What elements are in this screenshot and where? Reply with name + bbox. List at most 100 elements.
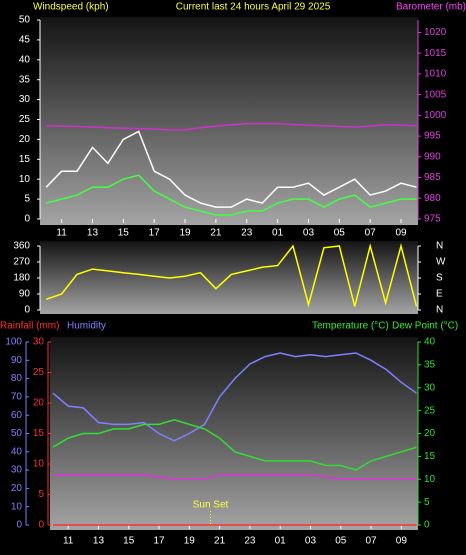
- legend-dew-point: Dew Point (°C): [392, 321, 458, 332]
- y-tick-label: 10: [11, 501, 23, 512]
- x-tick-label: 11: [56, 228, 67, 239]
- legend-humidity: Humidity: [67, 321, 106, 332]
- x-tick-label: 23: [244, 536, 256, 547]
- y-tick-label: 180: [13, 273, 30, 284]
- x-tick-label: 11: [63, 536, 74, 547]
- x-tick-label: 05: [335, 536, 347, 547]
- y-tick-label: 20: [33, 398, 45, 409]
- x-tick-label: 01: [275, 536, 287, 547]
- y-tick-label: 20: [11, 483, 23, 494]
- y-tick-label: N: [436, 241, 443, 252]
- y-tick-label: 980: [424, 193, 441, 204]
- y-tick-label: 975: [424, 214, 441, 225]
- y-tick-label: W: [436, 257, 446, 268]
- legend-temperature: Temperature (°C): [312, 321, 389, 332]
- y-tick-label: 5: [24, 194, 30, 205]
- annotation: Sun Set: [193, 500, 229, 511]
- y-tick-label: 80: [11, 373, 23, 384]
- y-tick-label: S: [436, 273, 443, 284]
- y-tick-label: 990: [424, 151, 441, 162]
- y2-label: Barometer (mb): [396, 2, 466, 13]
- y-label: Windspeed (kph): [33, 2, 109, 13]
- y-tick-label: 40: [11, 446, 23, 457]
- y-tick-label: E: [436, 289, 443, 300]
- x-tick-label: 17: [149, 228, 161, 239]
- y-tick-label: 20: [19, 134, 31, 145]
- y-tick-label: 0: [24, 305, 30, 316]
- y-tick-label: 10: [424, 474, 436, 485]
- y-tick-label: 35: [424, 360, 436, 371]
- series-line: [46, 122, 417, 131]
- y-tick-label: 30: [11, 465, 23, 476]
- y-tick-label: 0: [16, 520, 22, 531]
- x-tick-label: 21: [214, 536, 226, 547]
- x-tick-label: 23: [241, 228, 253, 239]
- y-tick-label: 995: [424, 131, 441, 142]
- y-tick-label: 15: [19, 154, 31, 165]
- legend-rainfall: Rainfall (mm): [0, 321, 59, 332]
- y-tick-label: 1020: [424, 27, 447, 38]
- x-tick-label: 03: [305, 536, 317, 547]
- y-tick-label: 15: [424, 451, 436, 462]
- x-tick-label: 15: [123, 536, 135, 547]
- x-tick-label: 09: [395, 228, 407, 239]
- x-tick-label: 07: [365, 536, 377, 547]
- y-tick-label: 0: [38, 520, 44, 531]
- y-tick-label: 5: [38, 489, 44, 500]
- x-tick-label: 07: [365, 228, 377, 239]
- y-tick-label: 10: [33, 459, 45, 470]
- y-tick-label: 985: [424, 172, 441, 183]
- y-tick-label: 0: [424, 520, 430, 531]
- y-tick-label: 45: [19, 35, 31, 46]
- x-tick-label: 05: [334, 228, 346, 239]
- y-tick-label: 40: [424, 337, 436, 348]
- x-tick-label: 09: [396, 536, 408, 547]
- y-tick-label: 1015: [424, 48, 447, 59]
- y-tick-label: 270: [13, 257, 30, 268]
- y-tick-label: 0: [24, 214, 30, 225]
- series-line: [45, 243, 418, 308]
- series-line: [46, 174, 417, 216]
- y-tick-label: 20: [424, 428, 436, 439]
- y-tick-label: 35: [19, 74, 31, 85]
- y-tick-label: 1000: [424, 110, 447, 121]
- y-tick-label: 40: [19, 54, 31, 65]
- x-tick-label: 19: [184, 536, 196, 547]
- wind-panel: [40, 17, 418, 225]
- x-tick-label: 13: [87, 228, 99, 239]
- x-tick-label: 17: [153, 536, 165, 547]
- y-tick-label: 70: [11, 392, 23, 403]
- y-tick-label: 90: [19, 289, 31, 300]
- y-tick-label: 25: [19, 114, 31, 125]
- y-tick-label: 90: [11, 355, 23, 366]
- y-tick-label: 25: [424, 405, 436, 416]
- y-tick-label: 360: [13, 241, 30, 252]
- y-tick-label: 50: [19, 15, 31, 26]
- series-line: [53, 473, 417, 481]
- series-line: [45, 130, 417, 208]
- y-tick-label: 30: [424, 382, 436, 393]
- y-tick-label: 1005: [424, 89, 447, 100]
- x-tick-label: 03: [303, 228, 315, 239]
- y-tick-label: 100: [5, 337, 22, 348]
- x-tick-label: 15: [118, 228, 130, 239]
- y-tick-label: 60: [11, 410, 23, 421]
- y-tick-label: 1010: [424, 69, 447, 80]
- x-tick-label: 21: [210, 228, 222, 239]
- y-tick-label: 5: [424, 497, 430, 508]
- chart-title: Current last 24 hours April 29 2025: [176, 2, 331, 13]
- y-tick-label: 30: [19, 94, 31, 105]
- series-line: [52, 419, 417, 471]
- y-tick-label: 25: [33, 367, 45, 378]
- y-tick-label: 15: [33, 428, 45, 439]
- x-tick-label: 19: [179, 228, 191, 239]
- x-tick-label: 13: [93, 536, 105, 547]
- temperature-panel: [50, 337, 418, 530]
- x-tick-label: 01: [272, 228, 284, 239]
- series-line: [52, 352, 417, 442]
- y-tick-label: N: [436, 305, 443, 316]
- y-tick-label: 50: [11, 428, 23, 439]
- y-tick-label: 30: [33, 337, 45, 348]
- y-tick-label: 10: [19, 174, 31, 185]
